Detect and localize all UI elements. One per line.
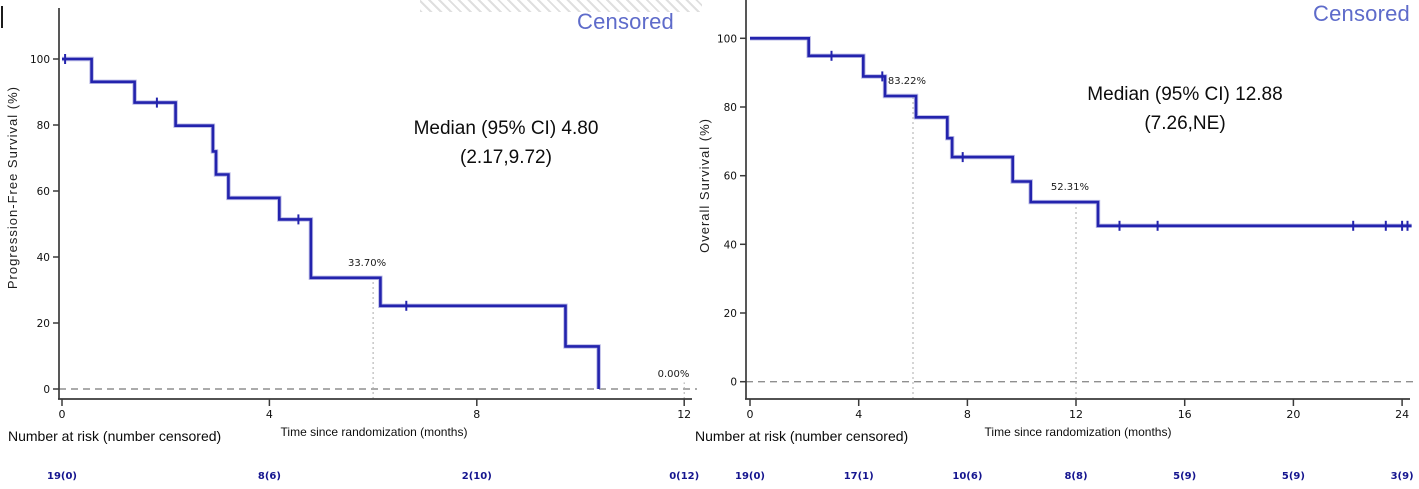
y-tick-label: 80 bbox=[724, 102, 737, 114]
y-tick-label: 40 bbox=[724, 239, 737, 251]
risk-count: 10(6) bbox=[952, 471, 982, 482]
y-tick-label: 60 bbox=[724, 171, 737, 183]
km-curve-halo bbox=[750, 36, 1412, 228]
y-tick-label: 0 bbox=[43, 384, 50, 396]
y-tick-label: 60 bbox=[37, 186, 50, 198]
annotation-5231: 52.31% bbox=[1051, 182, 1089, 193]
x-tick-label: 20 bbox=[1286, 408, 1300, 421]
risk-table-label-pfs: Number at risk (number censored) bbox=[8, 428, 222, 444]
x-tick-label: 0 bbox=[747, 408, 754, 421]
x-tick-label: 4 bbox=[266, 408, 273, 421]
x-axis-title-pfs: Time since randomization (months) bbox=[280, 425, 468, 439]
legend-censored-pfs: Censored bbox=[577, 9, 674, 34]
km-curve-halo bbox=[62, 56, 601, 389]
y-tick-label: 100 bbox=[717, 33, 737, 45]
km-plot-os: 0 4 8 12 16 20 24 0 20 40 60 80 100 83.22% 52.31% 19(0)… bbox=[690, 0, 1419, 489]
x-axis-title-os: Time since randomization (months) bbox=[984, 425, 1172, 439]
km-curve bbox=[62, 57, 600, 389]
risk-count: 2(10) bbox=[462, 471, 492, 482]
risk-count: 3(9) bbox=[1391, 471, 1414, 482]
y-tick-label: 0 bbox=[730, 377, 737, 389]
km-plot-svg-pfs: 0 4 8 12 0 20 40 60 80 100 33.70% 0.00% 19(0) 8(6) 2(1… bbox=[30, 8, 699, 482]
km-plot-pfs: 0 4 8 12 0 20 40 60 80 100 33.70% 0.00% 19(0) 8(6) 2(1… bbox=[30, 8, 699, 482]
y-tick-label: 80 bbox=[37, 120, 50, 132]
risk-count: 17(1) bbox=[844, 471, 874, 482]
x-tick-label: 24 bbox=[1395, 408, 1409, 421]
median-line2-pfs: (2.17,9.72) bbox=[460, 146, 552, 168]
y-tick-label: 40 bbox=[37, 252, 50, 264]
x-tick-label: 12 bbox=[1069, 408, 1083, 421]
edge-artifact bbox=[1, 6, 3, 28]
median-line2-os: (7.26,NE) bbox=[1144, 112, 1226, 134]
risk-table-label-os: Number at risk (number censored) bbox=[695, 428, 909, 444]
risk-count: 19(0) bbox=[47, 471, 77, 482]
panel-overall-survival: Overall Survival (%) Censored Median (95… bbox=[690, 0, 1419, 489]
risk-count: 8(8) bbox=[1064, 471, 1087, 482]
median-line1-os: Median (95% CI) 12.88 bbox=[1087, 84, 1283, 105]
km-curve bbox=[750, 37, 1412, 228]
x-tick-label: 16 bbox=[1178, 408, 1192, 421]
x-tick-label: 4 bbox=[855, 408, 862, 421]
risk-count: 0(12) bbox=[669, 471, 699, 482]
y-tick-label: 20 bbox=[724, 308, 737, 320]
x-tick-label: 12 bbox=[677, 408, 691, 421]
median-annotation-pfs: Median (95% CI) 4.80 (2.17,9.72) bbox=[414, 115, 599, 172]
y-tick-label: 100 bbox=[30, 54, 50, 66]
x-tick-label: 8 bbox=[964, 408, 971, 421]
annotation-000: 0.00% bbox=[658, 369, 690, 380]
y-tick-label: 20 bbox=[37, 318, 50, 330]
median-line1-pfs: Median (95% CI) 4.80 bbox=[413, 118, 599, 139]
panel-progression-free-survival: Progression-Free Survival (%) Censored M… bbox=[5, 8, 699, 482]
risk-count: 8(6) bbox=[258, 471, 281, 482]
annotation-8322: 83.22% bbox=[888, 76, 926, 87]
risk-count: 19(0) bbox=[735, 471, 765, 482]
x-tick-label: 8 bbox=[473, 408, 480, 421]
median-annotation-os: Median (95% CI) 12.88 (7.26,NE) bbox=[1087, 81, 1282, 138]
annotation-3370: 33.70% bbox=[348, 258, 386, 269]
x-tick-label: 0 bbox=[59, 408, 66, 421]
risk-count: 5(9) bbox=[1173, 471, 1196, 482]
watermark-hatch bbox=[420, 0, 702, 12]
legend-censored-os: Censored bbox=[1313, 1, 1410, 26]
km-plot-svg-os: 0 4 8 12 16 20 24 0 20 40 60 80 100 83.22% 52.31% 19(0)… bbox=[717, 0, 1414, 482]
risk-count: 5(9) bbox=[1282, 471, 1305, 482]
